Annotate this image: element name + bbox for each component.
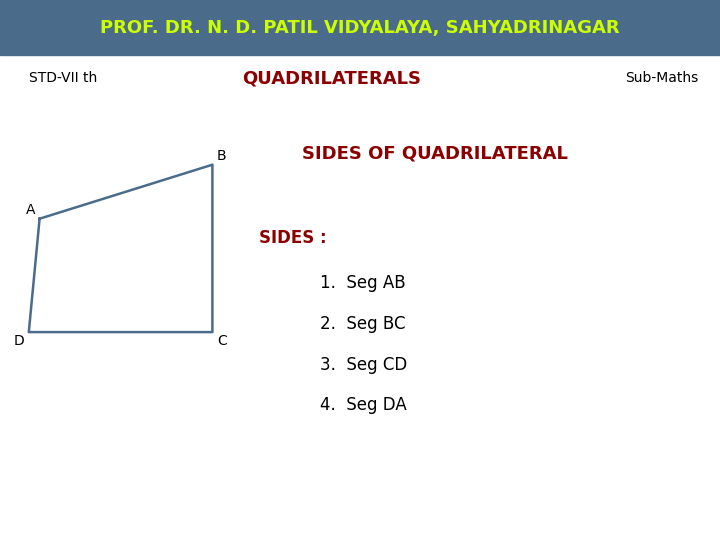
Text: PROF. DR. N. D. PATIL VIDYALAYA, SAHYADRINAGAR: PROF. DR. N. D. PATIL VIDYALAYA, SAHYADR… <box>100 18 620 37</box>
Text: SIDES :: SIDES : <box>259 228 327 247</box>
Text: SIDES OF QUADRILATERAL: SIDES OF QUADRILATERAL <box>302 145 568 163</box>
Text: Sub-Maths: Sub-Maths <box>625 71 698 85</box>
Text: C: C <box>217 334 227 348</box>
Text: 3.  Seg CD: 3. Seg CD <box>320 355 408 374</box>
Text: D: D <box>14 334 24 348</box>
Text: 1.  Seg AB: 1. Seg AB <box>320 274 406 293</box>
Text: B: B <box>217 148 227 163</box>
Text: 4.  Seg DA: 4. Seg DA <box>320 396 407 414</box>
Text: QUADRILATERALS: QUADRILATERALS <box>242 69 420 87</box>
Bar <box>0 0 720 55</box>
Text: A: A <box>25 202 35 217</box>
Text: 2.  Seg BC: 2. Seg BC <box>320 315 406 333</box>
Text: STD-VII th: STD-VII th <box>29 71 97 85</box>
